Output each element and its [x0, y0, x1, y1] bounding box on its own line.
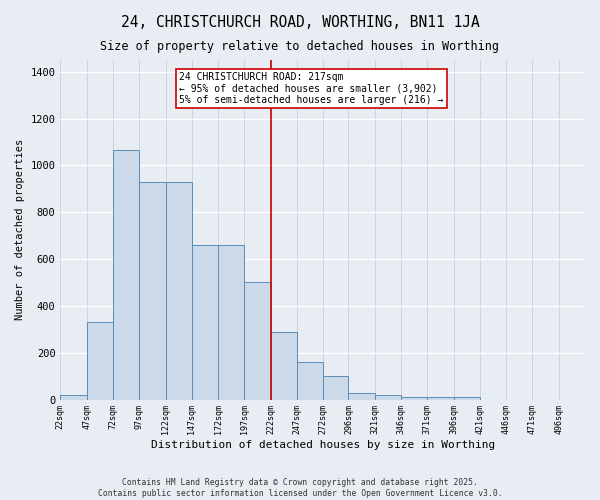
- Bar: [113, 150, 139, 400]
- Bar: [375, 395, 401, 400]
- Text: Contains HM Land Registry data © Crown copyright and database right 2025.
Contai: Contains HM Land Registry data © Crown c…: [98, 478, 502, 498]
- Bar: [86, 322, 113, 400]
- Bar: [349, 392, 375, 400]
- X-axis label: Distribution of detached houses by size in Worthing: Distribution of detached houses by size …: [151, 440, 495, 450]
- Bar: [323, 376, 349, 400]
- Y-axis label: Number of detached properties: Number of detached properties: [15, 139, 25, 320]
- Bar: [192, 245, 218, 400]
- Bar: [297, 362, 323, 400]
- Text: 24, CHRISTCHURCH ROAD, WORTHING, BN11 1JA: 24, CHRISTCHURCH ROAD, WORTHING, BN11 1J…: [121, 15, 479, 30]
- Bar: [166, 182, 192, 400]
- Bar: [271, 332, 297, 400]
- Bar: [427, 396, 454, 400]
- Bar: [244, 282, 271, 400]
- Text: 24 CHRISTCHURCH ROAD: 217sqm
← 95% of detached houses are smaller (3,902)
5% of : 24 CHRISTCHURCH ROAD: 217sqm ← 95% of de…: [179, 72, 443, 105]
- Text: Size of property relative to detached houses in Worthing: Size of property relative to detached ho…: [101, 40, 499, 53]
- Bar: [454, 397, 480, 400]
- Bar: [401, 396, 427, 400]
- Bar: [218, 245, 244, 400]
- Bar: [61, 395, 86, 400]
- Bar: [139, 182, 166, 400]
